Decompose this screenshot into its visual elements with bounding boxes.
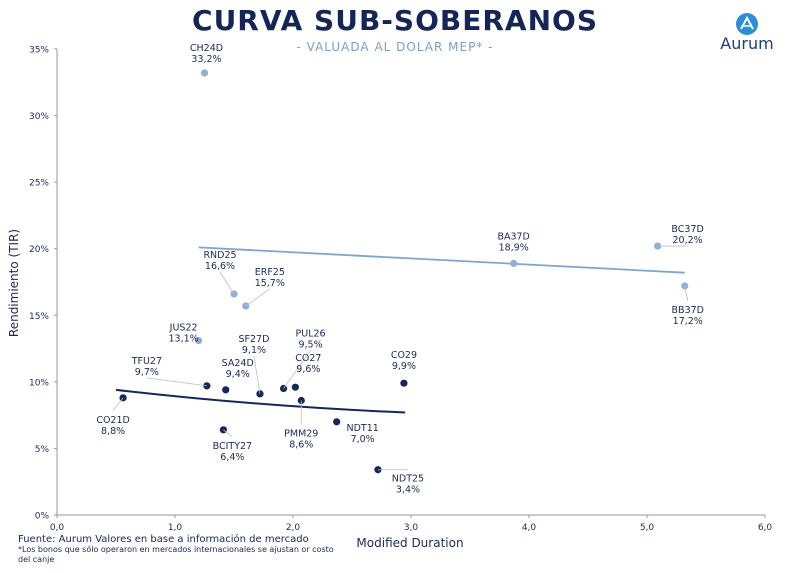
x-tick-label: 3,0 (404, 523, 419, 533)
label-leader-line (245, 288, 271, 307)
label-leader-line (253, 355, 261, 394)
data-label-value: 20,2% (673, 235, 703, 246)
data-point-erf25 (242, 302, 250, 310)
data-label-value: 9,7% (135, 367, 159, 378)
y-tick-label: 15% (29, 312, 49, 322)
data-label-value: 8,6% (289, 439, 313, 450)
data-label-value: 16,6% (205, 261, 235, 272)
data-label-value: 3,4% (396, 485, 420, 496)
data-point-co27 (291, 383, 299, 391)
data-label-name: CO27 (295, 353, 321, 364)
data-label-name: ERF25 (255, 267, 285, 278)
data-label-name: JUS22 (169, 323, 198, 334)
data-label-name: SA24D (222, 358, 254, 369)
data-label-name: CH24D (190, 43, 223, 54)
x-axis-label: Modified Duration (356, 536, 463, 550)
data-label-value: 9,4% (226, 369, 250, 380)
data-label-name: RND25 (203, 250, 236, 261)
data-label-name: BB37D (672, 305, 704, 316)
aurum-logo-icon (736, 13, 758, 35)
chart-title: CURVA SUB-SOBERANOS (192, 4, 598, 37)
data-point-ch24d (200, 69, 209, 77)
data-label-name: PMM29 (284, 428, 318, 439)
trend-lines (115, 246, 685, 414)
trend-line-local (115, 388, 406, 414)
label-leader-line (146, 377, 207, 387)
data-label-value: 17,2% (673, 316, 703, 327)
y-tick-label: 0% (35, 512, 50, 522)
x-tick-label: 5,0 (640, 523, 655, 533)
label-leader-line (283, 350, 311, 389)
data-label-value: 9,1% (242, 345, 266, 356)
label-leader-line (219, 271, 235, 295)
data-label-name: NDT25 (392, 474, 424, 485)
x-tick-label: 6,0 (758, 523, 773, 533)
label-leader-line (684, 285, 689, 302)
data-label-value: 33,2% (191, 54, 221, 65)
data-point-sa24d (222, 386, 230, 394)
x-tick-label: 1,0 (168, 523, 183, 533)
data-label-name: BA37D (497, 231, 529, 242)
chart-axes (56, 49, 765, 516)
data-label-name: BC37D (671, 224, 703, 235)
data-label-name: CO29 (391, 350, 417, 361)
source-footnote: Fuente: Aurum Valores en base a informac… (18, 534, 309, 545)
data-label-value: 7,0% (351, 434, 375, 445)
data-label-value: 13,1% (169, 334, 199, 345)
axis-ticks: 0% 5% 10% 15% 20% 25% 30% 35% 0,0 1,0 2,0 3,0 4,0 5,0… (29, 46, 772, 534)
data-point-ndt11 (333, 418, 341, 426)
data-label-name: BCITY27 (213, 441, 252, 452)
data-label-value: 9,9% (392, 361, 416, 372)
data-point-ba37d (510, 259, 518, 267)
data-label-value: 6,4% (220, 452, 244, 463)
data-point-jus22 (195, 336, 203, 345)
y-tick-label: 10% (29, 378, 49, 388)
chart-subtitle: - VALUADA AL DOLAR MEP* - (296, 40, 494, 54)
y-tick-label: 30% (29, 112, 49, 122)
label-leader-line (223, 429, 233, 438)
x-tick-label: 0,0 (50, 523, 65, 533)
logo-text: Aurum (720, 34, 774, 53)
data-label-value: 9,6% (296, 364, 320, 375)
note-footnote: *Los bonos que sólo operaron en mercados… (18, 545, 334, 564)
data-label-name: TFU27 (131, 356, 162, 367)
data-label-name: NDT11 (346, 423, 378, 434)
data-label-value: 18,9% (499, 242, 529, 253)
data-label-name: SF27D (239, 334, 270, 345)
y-tick-label: 35% (29, 46, 49, 56)
data-label-value: 9,5% (298, 340, 322, 351)
y-tick-label: 25% (29, 179, 49, 189)
data-label-value: 15,7% (255, 278, 285, 289)
data-label-value: 8,8% (101, 426, 125, 437)
data-label-name: CO21D (96, 415, 130, 426)
data-label-name: PUL26 (296, 329, 326, 340)
y-tick-label: 5% (35, 445, 50, 455)
y-axis-label: Rendimiento (TIR) (7, 229, 21, 337)
y-tick-label: 20% (29, 245, 49, 255)
data-point-co29 (400, 379, 408, 387)
x-tick-label: 2,0 (286, 523, 301, 533)
trend-line-international (198, 246, 685, 274)
label-leader-line (112, 397, 124, 412)
x-tick-label: 4,0 (522, 523, 537, 533)
